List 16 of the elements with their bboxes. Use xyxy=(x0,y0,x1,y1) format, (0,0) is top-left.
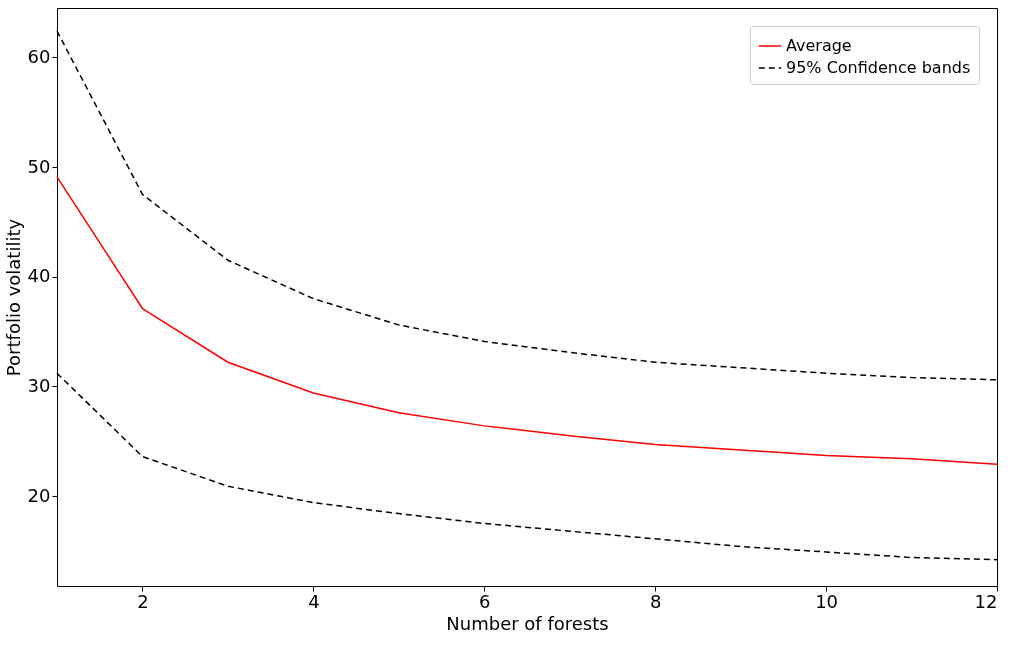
x-tick-label: 10 xyxy=(815,590,839,612)
x-tick-label: 2 xyxy=(137,590,149,612)
x-tick-label: 4 xyxy=(308,590,320,612)
legend-label: 95% Confidence bands xyxy=(786,58,971,77)
y-tick-label: 20 xyxy=(27,484,51,506)
x-tick-label: 12 xyxy=(974,590,998,612)
x-axis-title: Number of forests xyxy=(446,612,609,634)
y-tick-label: 50 xyxy=(27,155,51,177)
x-tick-label: 8 xyxy=(649,590,662,612)
y-tick-label: 60 xyxy=(27,45,51,67)
line-series xyxy=(56,176,998,466)
y-tick-label: 40 xyxy=(27,265,51,287)
y-tick-label: 30 xyxy=(27,374,51,396)
legend-label: Average xyxy=(786,36,852,55)
x-tick-label: 6 xyxy=(479,590,491,612)
y-axis-title: Portfolio volatility xyxy=(2,218,24,377)
